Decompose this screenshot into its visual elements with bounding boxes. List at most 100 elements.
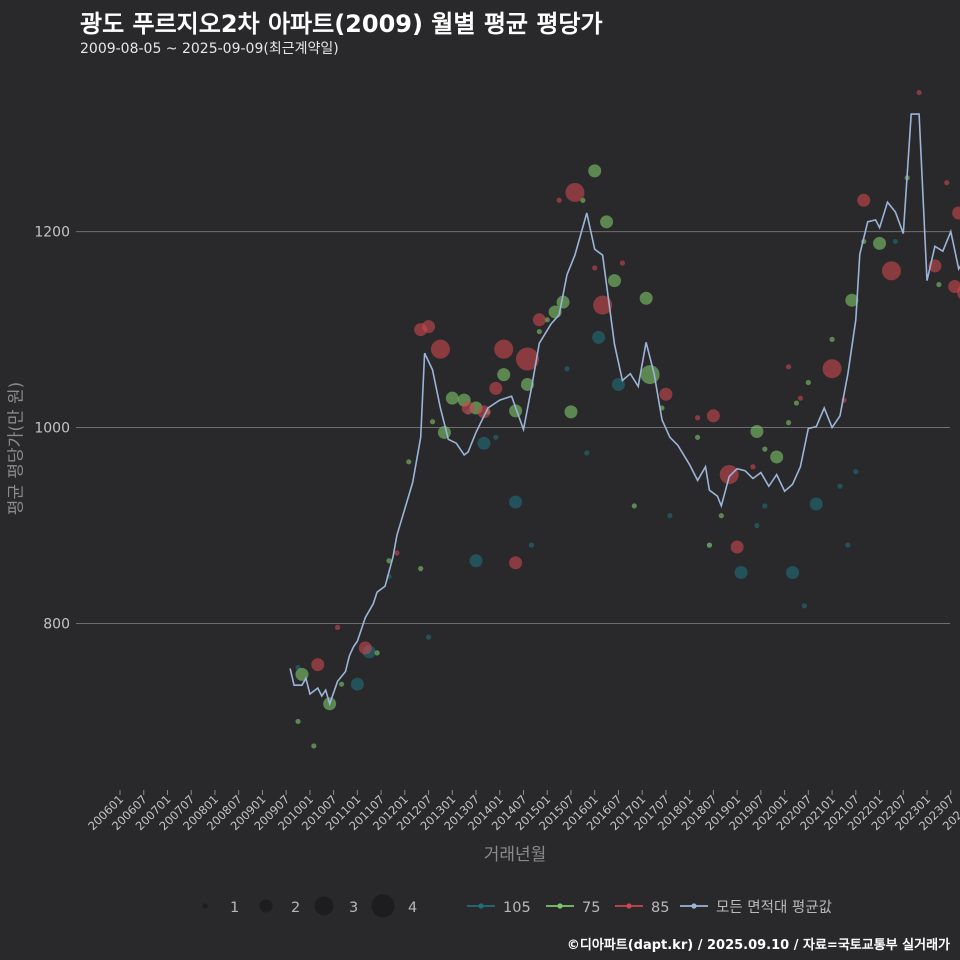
scatter-point-75 xyxy=(873,236,887,250)
y-axis-ticks: 800 1000 1200 xyxy=(34,225,70,633)
scatter-point-105 xyxy=(509,495,523,509)
scatter-point-105 xyxy=(528,542,535,548)
legend-label: 105 xyxy=(503,900,531,916)
scatter-point-85 xyxy=(593,295,613,315)
scatter-point-105 xyxy=(611,377,625,391)
scatter-point-75 xyxy=(608,274,621,288)
scatter-point-85 xyxy=(532,313,546,327)
legend-key-dot xyxy=(626,903,632,909)
scatter-point-85 xyxy=(489,381,503,395)
scatter-point-75 xyxy=(762,446,768,452)
y-tick-label: 1000 xyxy=(34,421,70,437)
scatter-point-105 xyxy=(592,330,606,344)
legend-key-dot xyxy=(557,903,563,909)
scatter-point-85 xyxy=(881,261,901,281)
scatter-point-85 xyxy=(750,464,756,470)
scatter-point-105 xyxy=(469,554,483,568)
scatter-point-85 xyxy=(857,193,871,207)
scatter-point-105 xyxy=(801,603,807,609)
scatter-point-85 xyxy=(430,339,450,359)
legend-key-dot xyxy=(691,903,697,909)
scatter-point-105 xyxy=(477,436,491,450)
scatter-point-85 xyxy=(358,641,372,655)
scatter-point-105 xyxy=(845,542,851,548)
scatter-point-85 xyxy=(822,359,842,379)
scatter-point-75 xyxy=(694,434,701,440)
scatter-point-85 xyxy=(785,364,792,370)
scatter-point-75 xyxy=(418,566,424,572)
size-legend-label: 1 xyxy=(230,900,239,916)
average-price-line xyxy=(289,113,960,707)
scatter-point-75 xyxy=(805,379,811,386)
scatter-point-85 xyxy=(592,265,598,271)
scatter-point-105 xyxy=(350,677,364,691)
scatter-point-75 xyxy=(429,419,436,425)
scatter-point-105 xyxy=(734,566,748,580)
scatter-point-85 xyxy=(311,658,325,672)
scatter-point-85 xyxy=(565,182,585,202)
x-axis-ticks: 2006012006072007012007072008012008072009… xyxy=(85,790,960,833)
scatter-point-85 xyxy=(659,387,673,401)
scatter-point-85 xyxy=(694,415,701,421)
scatter-point-75 xyxy=(936,281,942,288)
scatter-point-75 xyxy=(793,400,800,406)
scatter-point-85 xyxy=(916,89,922,96)
scatter-point-105 xyxy=(892,238,898,245)
scatter-point-75 xyxy=(374,650,380,656)
scatter-point-75 xyxy=(544,317,550,323)
chart-title: 광도 푸르지오2차 아파트(2009) 월별 평균 평당가 xyxy=(80,10,603,38)
size-legend-dot xyxy=(202,903,208,909)
scatter-point-75 xyxy=(536,328,542,335)
scatter-point-75 xyxy=(639,291,653,305)
scatter-point-85 xyxy=(556,197,562,203)
scatter-point-75 xyxy=(338,681,345,687)
source-caption: ©디아파트(dapt.kr) / 2025.09.10 / 자료=국토교통부 실… xyxy=(566,938,950,953)
scatter-point-75 xyxy=(706,542,713,548)
size-legend-dot xyxy=(259,899,273,913)
scatter-point-75 xyxy=(311,743,317,749)
x-axis-label: 거래년월 xyxy=(483,845,547,865)
scatter-point-105 xyxy=(667,513,673,519)
scatter-point-105 xyxy=(809,497,823,511)
scatter-point-105 xyxy=(786,566,800,580)
legend-key-dot xyxy=(478,903,484,909)
scatter-point-85 xyxy=(797,395,804,401)
size-legend-label: 3 xyxy=(349,900,358,916)
size-legend-dot xyxy=(314,896,334,916)
scatter-point-85 xyxy=(957,285,960,300)
scatter-point-85 xyxy=(719,465,739,485)
scatter-point-75 xyxy=(445,391,459,405)
size-legend-label: 2 xyxy=(291,900,300,916)
scatter-point-85 xyxy=(948,279,960,293)
scatter-point-105 xyxy=(853,469,859,475)
scatter-point-75 xyxy=(785,420,792,426)
scatter-point-85 xyxy=(515,347,539,371)
legend-label: 모든 면적대 평균값 xyxy=(716,899,832,916)
scatter-point-75 xyxy=(564,405,578,419)
scatter-point-85 xyxy=(619,260,626,266)
scatter-point-75 xyxy=(437,425,451,439)
scatter-point-105 xyxy=(493,434,499,440)
scatter-point-85 xyxy=(730,540,744,554)
scatter-point-105 xyxy=(425,634,432,640)
size-legend-dot xyxy=(371,894,395,918)
scatter-point-105 xyxy=(584,450,590,456)
scatter-point-85 xyxy=(706,409,720,423)
scatter-point-75 xyxy=(718,513,724,519)
legend-label: 75 xyxy=(582,900,600,916)
scatter-point-75 xyxy=(588,164,602,178)
scatter-point-85 xyxy=(461,401,475,415)
gridlines xyxy=(76,231,950,624)
scatter-point-75 xyxy=(750,424,764,438)
y-tick-label: 800 xyxy=(43,616,70,632)
scatter-point-75 xyxy=(295,667,309,681)
scatter-point-75 xyxy=(600,215,614,229)
y-axis-label: 평균 평당가(만 원) xyxy=(6,381,27,516)
scatter-point-105 xyxy=(754,522,760,529)
scatter-point-85 xyxy=(334,624,341,630)
legend-label: 85 xyxy=(651,900,669,916)
y-tick-label: 1200 xyxy=(34,225,70,241)
scatter-point-75 xyxy=(640,365,660,385)
size-legend-label: 4 xyxy=(408,900,417,916)
